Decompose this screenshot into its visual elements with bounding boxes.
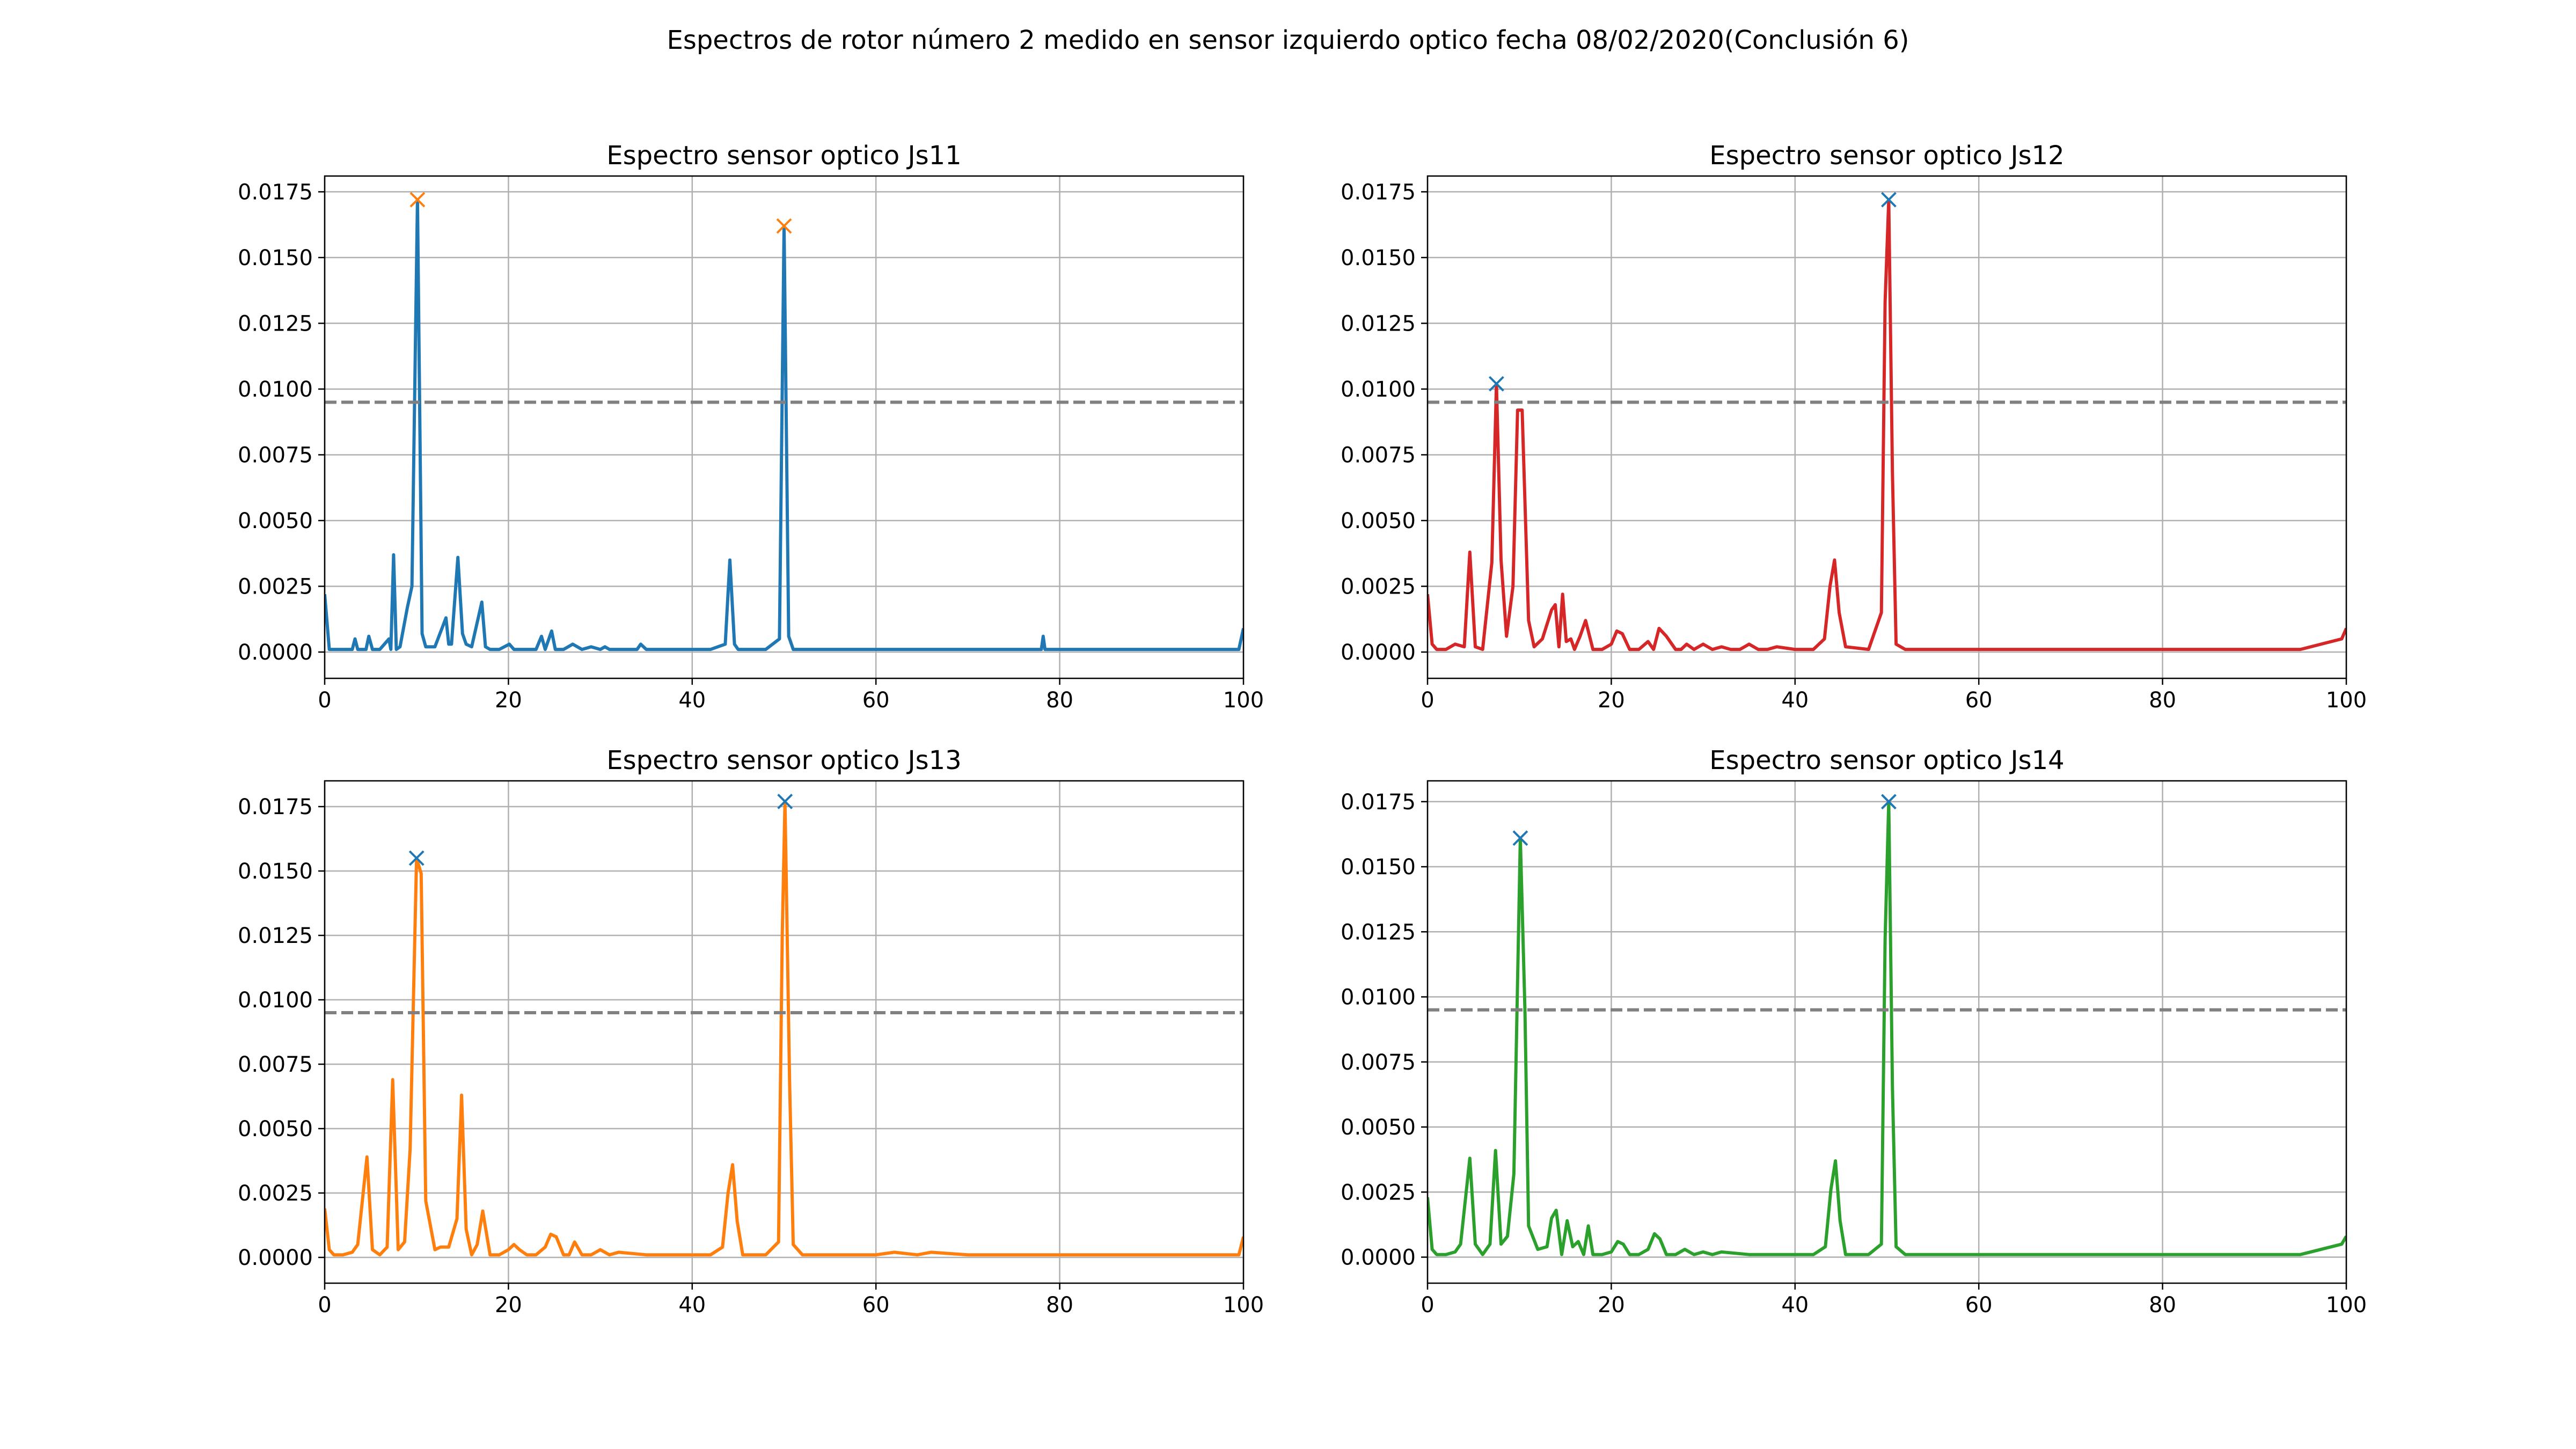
x-tick-label: 80	[2149, 1293, 2176, 1318]
y-tick-label: 0.0100	[238, 988, 313, 1013]
y-tick-label: 0.0000	[1341, 1246, 1416, 1270]
subplot-2: Espectro sensor optico Js12 0 20 40 60 80 100 0…	[1341, 141, 2367, 713]
y-tick-label: 0.0150	[1341, 855, 1416, 880]
subplot-title: Espectro sensor optico Js14	[1709, 745, 2064, 775]
y-tick-label: 0.0025	[238, 1181, 313, 1206]
x-tick-label: 100	[1223, 1293, 1264, 1318]
y-tick-label: 0.0025	[1341, 1180, 1416, 1205]
x-tick-label: 0	[318, 1293, 331, 1318]
subplot-title: Espectro sensor optico Js13	[606, 745, 961, 775]
axes-frame	[324, 175, 1245, 679]
y-tick-label: 0.0125	[238, 311, 313, 336]
y-tick-label: 0.0125	[238, 924, 313, 948]
peak-marker	[776, 218, 792, 234]
y-tick-label: 0.0175	[238, 795, 313, 819]
subplot-title: Espectro sensor optico Js12	[1709, 141, 2064, 171]
peak-marker	[409, 192, 426, 208]
y-tick-label: 0.0075	[238, 443, 313, 467]
x-tick-label: 100	[2326, 1293, 2367, 1318]
series-line	[1428, 198, 2346, 652]
subplot-title: Espectro sensor optico Js11	[606, 141, 961, 171]
y-tick-label: 0.0100	[1341, 985, 1416, 1010]
x-tick-label: 60	[1965, 1293, 1993, 1318]
x-tick-label: 80	[1046, 1293, 1073, 1318]
x-tick-label: 20	[495, 688, 522, 713]
y-tick-label: 0.0150	[1341, 246, 1416, 270]
y-tick-label: 0.0100	[238, 377, 313, 402]
series-line	[325, 198, 1243, 652]
x-tick-label: 0	[1421, 688, 1434, 713]
peak-marker	[1512, 830, 1528, 846]
peak-marker	[1881, 794, 1897, 810]
x-tick-label: 40	[678, 1293, 706, 1318]
axes-layer: Espectro sensor optico Js11 0 20 40 60 80 100 0…	[238, 141, 2367, 1318]
y-tick-label: 0.0050	[1341, 509, 1416, 533]
x-tick-label: 100	[1223, 688, 1264, 713]
subplot-1: Espectro sensor optico Js11 0 20 40 60 80 100 0…	[238, 141, 1264, 713]
axes-frame	[1426, 175, 2347, 679]
y-tick-label: 0.0100	[1341, 377, 1416, 402]
peak-marker	[1488, 376, 1504, 392]
y-tick-label: 0.0050	[238, 509, 313, 533]
y-tick-label: 0.0125	[1341, 311, 1416, 336]
x-tick-label: 0	[318, 688, 331, 713]
x-tick-label: 80	[1046, 688, 1073, 713]
y-tick-label: 0.0025	[1341, 574, 1416, 599]
y-tick-label: 0.0000	[238, 640, 313, 665]
series-line	[1428, 800, 2346, 1256]
y-tick-label: 0.0000	[238, 1246, 313, 1270]
peak-marker	[777, 793, 793, 809]
x-tick-label: 80	[2149, 688, 2176, 713]
axes-frame	[324, 780, 1245, 1284]
x-tick-label: 40	[678, 688, 706, 713]
x-tick-label: 0	[1421, 1293, 1434, 1318]
x-tick-label: 20	[1598, 688, 1625, 713]
y-tick-label: 0.0050	[238, 1117, 313, 1141]
series-line	[325, 800, 1243, 1257]
x-tick-label: 40	[1781, 1293, 1809, 1318]
y-tick-label: 0.0175	[238, 180, 313, 204]
x-tick-label: 20	[1598, 1293, 1625, 1318]
peak-marker	[408, 850, 425, 866]
y-tick-label: 0.0075	[1341, 1050, 1416, 1075]
y-tick-label: 0.0150	[238, 246, 313, 270]
y-tick-label: 0.0025	[238, 574, 313, 599]
axes-frame	[1426, 780, 2347, 1284]
x-tick-label: 100	[2326, 688, 2367, 713]
x-tick-label: 60	[862, 1293, 890, 1318]
y-tick-label: 0.0075	[238, 1052, 313, 1077]
subplot-4: Espectro sensor optico Js14 0 20 40 60 80 100 0…	[1341, 745, 2367, 1318]
peak-marker	[1881, 192, 1897, 208]
x-tick-label: 60	[862, 688, 890, 713]
y-tick-label: 0.0075	[1341, 443, 1416, 467]
y-tick-label: 0.0050	[1341, 1115, 1416, 1140]
y-tick-label: 0.0125	[1341, 920, 1416, 945]
subplot-3: Espectro sensor optico Js13 0 20 40 60 80 100 0…	[238, 745, 1264, 1318]
x-tick-label: 40	[1781, 688, 1809, 713]
y-tick-label: 0.0000	[1341, 640, 1416, 665]
y-tick-label: 0.0150	[238, 859, 313, 884]
x-tick-label: 60	[1965, 688, 1993, 713]
y-tick-label: 0.0175	[1341, 180, 1416, 204]
figure-title: Espectros de rotor número 2 medido en se…	[667, 25, 1909, 55]
y-tick-label: 0.0175	[1341, 790, 1416, 815]
x-tick-label: 20	[495, 1293, 522, 1318]
